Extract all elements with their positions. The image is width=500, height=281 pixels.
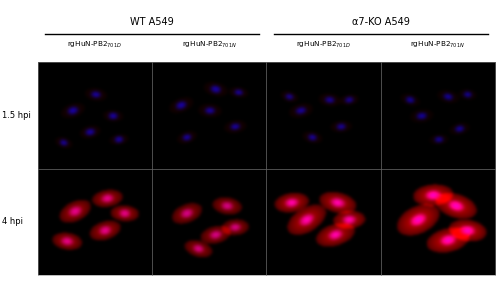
Text: 1.5 hpi: 1.5 hpi bbox=[2, 111, 32, 120]
Text: rgHuN-PB2$_{701N}$: rgHuN-PB2$_{701N}$ bbox=[182, 40, 236, 50]
Text: 4 hpi: 4 hpi bbox=[2, 217, 24, 226]
Text: WT A549: WT A549 bbox=[130, 17, 174, 28]
Text: rgHuN-PB2$_{701N}$: rgHuN-PB2$_{701N}$ bbox=[410, 40, 466, 50]
Text: rgHuN-PB2$_{701D}$: rgHuN-PB2$_{701D}$ bbox=[67, 40, 122, 50]
Text: rgHuN-PB2$_{701D}$: rgHuN-PB2$_{701D}$ bbox=[296, 40, 351, 50]
Text: α7-KO A549: α7-KO A549 bbox=[352, 17, 410, 28]
